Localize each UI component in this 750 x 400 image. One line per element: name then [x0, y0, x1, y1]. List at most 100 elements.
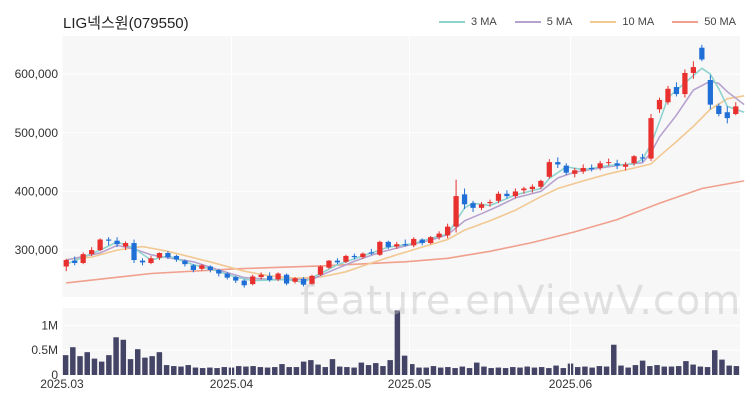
volume-bar	[553, 365, 559, 375]
volume-bar	[423, 367, 429, 375]
volume-bar	[596, 366, 603, 375]
volume-bar	[228, 367, 235, 375]
volume-bar	[91, 358, 98, 375]
x-tick-label: 2025.04	[210, 377, 254, 391]
candle-body	[224, 273, 230, 278]
legend: 3 MA 5 MA 10 MA 50 MA	[439, 16, 736, 28]
volume-bar	[733, 366, 740, 375]
x-tick-label: 2025.03	[40, 377, 84, 391]
candle-body	[199, 265, 205, 269]
volume-bar	[647, 366, 653, 375]
volume-bar	[387, 360, 393, 375]
volume-bar	[437, 367, 444, 375]
legend-item-ma3[interactable]: 3 MA	[439, 16, 497, 28]
volume-bar	[538, 367, 545, 375]
candle-body	[453, 196, 459, 227]
candle-body	[182, 260, 188, 265]
candle-body	[241, 280, 247, 286]
volume-bar	[668, 366, 675, 375]
volume-bar	[697, 366, 704, 375]
volume-bar	[120, 339, 127, 375]
volume-bar	[517, 367, 523, 375]
volume-bar	[567, 363, 574, 375]
volume-bar	[279, 364, 285, 375]
candle-body	[648, 118, 654, 159]
volume-tick-label: 0.5M	[31, 343, 58, 357]
candle-body	[216, 270, 222, 274]
price-panel[interactable]: 300,000 400,000 500,000 600,000	[0, 0, 750, 300]
candle-body	[597, 163, 603, 168]
volume-bar	[250, 366, 256, 375]
volume-bar	[207, 367, 213, 375]
candle-body	[63, 260, 69, 267]
candle-body	[411, 238, 417, 246]
volume-bar	[380, 366, 386, 375]
candle-body	[300, 278, 307, 285]
candle-body	[563, 165, 569, 173]
candle-body	[656, 99, 663, 110]
candle-body	[292, 278, 298, 282]
candle-body	[428, 237, 434, 244]
ma10-line	[66, 95, 745, 280]
legend-label-ma3: 3 MA	[471, 16, 497, 28]
price-tick-label: 400,000	[15, 184, 59, 198]
candle-body	[80, 254, 86, 263]
candle-body	[555, 162, 561, 165]
legend-swatch-ma50	[672, 21, 699, 23]
volume-bar	[106, 355, 112, 375]
candle-body	[258, 274, 264, 278]
candle-body	[622, 164, 629, 167]
volume-bar	[502, 368, 509, 375]
volume-bar	[625, 367, 631, 375]
volume-bar	[62, 355, 69, 375]
watermark: feature.enViewV.com	[300, 278, 742, 324]
volume-bar	[618, 365, 624, 375]
candle-body	[139, 260, 146, 263]
candle-body	[385, 241, 391, 248]
volume-bar	[163, 365, 170, 375]
volume-bar	[178, 366, 184, 375]
legend-item-ma10[interactable]: 10 MA	[590, 16, 654, 28]
candle-body	[521, 188, 527, 191]
volume-bar	[192, 367, 199, 375]
candle-body	[673, 87, 680, 95]
volume-bar	[286, 367, 292, 375]
volume-bar	[127, 359, 134, 375]
volume-tick-label: 1M	[41, 318, 58, 332]
x-tick-label: 2025.05	[388, 377, 432, 391]
candle-body	[89, 250, 95, 255]
candle-body	[665, 88, 671, 103]
candle-body	[589, 167, 595, 170]
volume-bar	[293, 367, 300, 375]
legend-label-ma10: 10 MA	[622, 16, 655, 28]
candle-body	[173, 255, 180, 260]
volume-bar	[495, 367, 502, 375]
candle-body	[707, 79, 713, 105]
volume-bar	[235, 366, 242, 375]
candle-body	[326, 260, 332, 268]
volume-bar	[409, 364, 415, 375]
candle-body	[724, 112, 730, 119]
legend-item-ma5[interactable]: 5 MA	[514, 16, 572, 28]
volume-bar	[77, 356, 83, 375]
volume-bar	[654, 365, 660, 375]
candle-body	[148, 258, 154, 263]
candle-body	[275, 273, 281, 280]
volume-bar	[524, 366, 530, 375]
x-tick-label: 2025.06	[549, 377, 593, 391]
candle-body	[546, 162, 552, 177]
volume-bar	[683, 361, 689, 375]
candle-body	[733, 106, 739, 115]
candle-body	[105, 239, 112, 241]
volume-bar	[726, 365, 732, 375]
legend-swatch-ma3	[439, 21, 466, 23]
volume-bar	[675, 366, 682, 375]
volume-bar	[214, 368, 220, 375]
price-tick-label: 500,000	[15, 126, 59, 140]
volume-bar	[661, 366, 668, 375]
legend-item-ma50[interactable]: 50 MA	[672, 16, 736, 28]
price-tick-label: 300,000	[15, 243, 59, 257]
volume-bar	[315, 364, 321, 375]
volume-bar	[142, 357, 148, 375]
volume-bar	[589, 367, 595, 375]
